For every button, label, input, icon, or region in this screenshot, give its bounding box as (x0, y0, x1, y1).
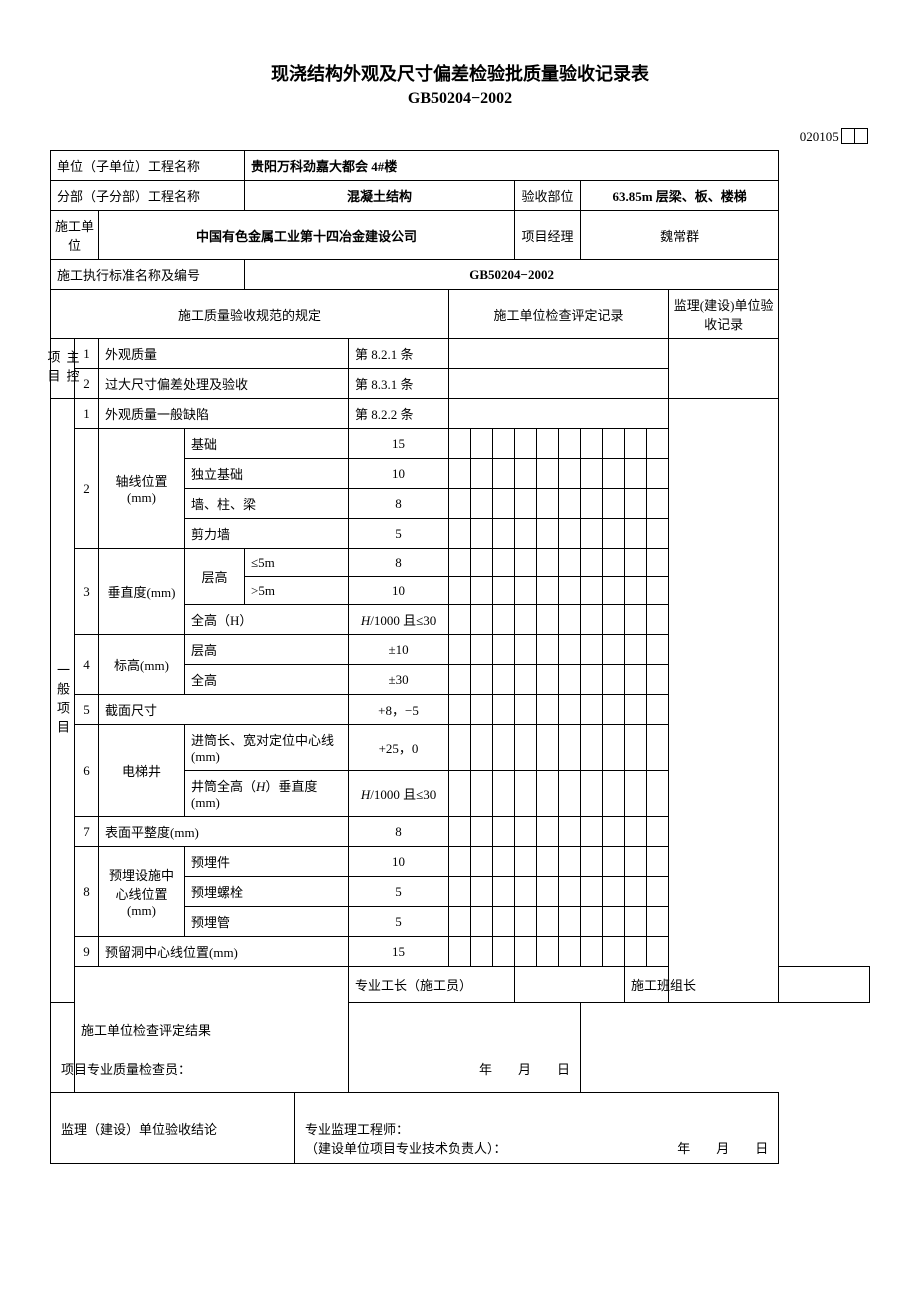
supervise-cell (669, 399, 779, 1003)
table-row: 施工执行标准名称及编号 GB50204−2002 (51, 260, 870, 290)
main-section-label: 主控项目 (51, 339, 75, 399)
item-num: 6 (75, 725, 99, 817)
table-row: 分部（子分部）工程名称 混凝土结构 验收部位 63.85m 层梁、板、楼梯 (51, 181, 870, 211)
spec-value: ±30 (349, 665, 449, 695)
item-num: 9 (75, 937, 99, 967)
item-name: 垂直度(mm) (99, 549, 185, 635)
sub-item: 进筒长、宽对定位中心线(mm) (185, 725, 349, 771)
item-name: 预留洞中心线位置(mm) (99, 937, 349, 967)
table-row: 施工单位 中国有色金属工业第十四冶金建设公司 项目经理 魏常群 (51, 211, 870, 260)
sub-item: 独立基础 (185, 459, 349, 489)
item-clause: 第 8.3.1 条 (349, 369, 449, 399)
spec-value: 8 (349, 817, 449, 847)
accept-part-label: 验收部位 (515, 181, 581, 211)
main-table: 单位（子单位）工程名称 贵阳万科劲嘉大都会 4#楼 分部（子分部）工程名称 混凝… (50, 150, 870, 1164)
item-name: 外观质量 (99, 339, 349, 369)
construction-unit-label: 施工单位 (51, 211, 99, 260)
conclusion-block: 专业监理工程师： （建设单位项目专业技术负责人）：年 月 日 (295, 1093, 779, 1164)
item-clause: 第 8.2.2 条 (349, 399, 449, 429)
spec-value: +8，−5 (349, 695, 449, 725)
check-record-header: 施工单位检查评定记录 (449, 290, 669, 339)
unit-project-value: 贵阳万科劲嘉大都会 4#楼 (245, 151, 779, 181)
sub-item: 墙、柱、梁 (185, 489, 349, 519)
spec-value: 10 (349, 577, 449, 605)
sub-item: >5m (245, 577, 349, 605)
table-row: 单位（子单位）工程名称 贵阳万科劲嘉大都会 4#楼 (51, 151, 870, 181)
check-cell (449, 369, 669, 399)
spec-value: 10 (349, 459, 449, 489)
item-name: 表面平整度(mm) (99, 817, 349, 847)
spec-value: +25，0 (349, 725, 449, 771)
table-row: 施工单位检查评定结果 专业工长（施工员） 施工班组长 (51, 967, 870, 1003)
item-num: 3 (75, 549, 99, 635)
sub-item: ≤5m (245, 549, 349, 577)
std-value: GB50204−2002 (245, 260, 779, 290)
item-num: 2 (75, 429, 99, 549)
document-subtitle: GB50204−2002 (50, 90, 870, 108)
sub-item: 层高 (185, 549, 245, 605)
item-num: 7 (75, 817, 99, 847)
unit-project-label: 单位（子单位）工程名称 (51, 151, 245, 181)
sub-item: 预埋件 (185, 847, 349, 877)
sub-item: 全高 (185, 665, 349, 695)
spec-value: 15 (349, 937, 449, 967)
item-name: 外观质量一般缺陷 (99, 399, 349, 429)
foreman-label: 专业工长（施工员） (349, 967, 515, 1003)
sub-item: 层高 (185, 635, 349, 665)
spec-value: 8 (349, 489, 449, 519)
spec-value: 10 (349, 847, 449, 877)
sub-item: 预埋螺栓 (185, 877, 349, 907)
spec-value: 15 (349, 429, 449, 459)
pm-value: 魏常群 (581, 211, 779, 260)
sub-item: 井筒全高（H）垂直度(mm) (185, 771, 349, 817)
item-num: 5 (75, 695, 99, 725)
item-name: 截面尺寸 (99, 695, 349, 725)
spec-value: 5 (349, 907, 449, 937)
foreman-value (515, 967, 625, 1003)
spec-header: 施工质量验收规范的规定 (51, 290, 449, 339)
check-cell (449, 399, 669, 429)
spec-value: H/1000 且≤30 (349, 771, 449, 817)
spec-value: 5 (349, 877, 449, 907)
item-clause: 第 8.2.1 条 (349, 339, 449, 369)
table-row: 一般项目 1 外观质量一般缺陷 第 8.2.2 条 (51, 399, 870, 429)
spec-value: 5 (349, 519, 449, 549)
check-cell (449, 339, 669, 369)
table-row: 监理（建设）单位验收结论 专业监理工程师： （建设单位项目专业技术负责人）：年 … (51, 1093, 870, 1164)
conclusion-label: 监理（建设）单位验收结论 (51, 1093, 295, 1164)
pm-label: 项目经理 (515, 211, 581, 260)
item-num: 1 (75, 399, 99, 429)
general-section-label: 一般项目 (51, 399, 75, 1003)
item-name: 预埋设施中心线位置(mm) (99, 847, 185, 937)
spec-value: H/1000 且≤30 (349, 605, 449, 635)
sub-item: 基础 (185, 429, 349, 459)
sub-item: 全高（H） (185, 605, 349, 635)
item-name: 电梯井 (99, 725, 185, 817)
table-row: 施工质量验收规范的规定 施工单位检查评定记录 监理(建设)单位验收记录 (51, 290, 870, 339)
construction-unit-value: 中国有色金属工业第十四冶金建设公司 (99, 211, 515, 260)
item-name: 轴线位置(mm) (99, 429, 185, 549)
supervise-header: 监理(建设)单位验收记录 (669, 290, 779, 339)
item-num: 8 (75, 847, 99, 937)
team-leader-label: 施工班组长 (625, 967, 779, 1003)
table-row: 项目专业质量检查员：年 月 日 (51, 1003, 870, 1093)
team-leader-value (779, 967, 870, 1003)
spec-value: ±10 (349, 635, 449, 665)
accept-part-value: 63.85m 层梁、板、楼梯 (581, 181, 779, 211)
sub-item: 剪力墙 (185, 519, 349, 549)
item-name: 标高(mm) (99, 635, 185, 695)
document-title: 现浇结构外观及尺寸偏差检验批质量验收记录表 (50, 60, 870, 86)
item-name: 过大尺寸偏差处理及验收 (99, 369, 349, 399)
document-number: 020105 (50, 128, 870, 148)
sub-project-value: 混凝土结构 (245, 181, 515, 211)
supervise-cell (669, 339, 779, 399)
sub-project-label: 分部（子分部）工程名称 (51, 181, 245, 211)
item-num: 4 (75, 635, 99, 695)
std-label: 施工执行标准名称及编号 (51, 260, 245, 290)
spec-value: 8 (349, 549, 449, 577)
table-row: 主控项目 1 外观质量 第 8.2.1 条 (51, 339, 870, 369)
sub-item: 预埋管 (185, 907, 349, 937)
quality-inspector-block: 项目专业质量检查员：年 月 日 (51, 1003, 581, 1093)
